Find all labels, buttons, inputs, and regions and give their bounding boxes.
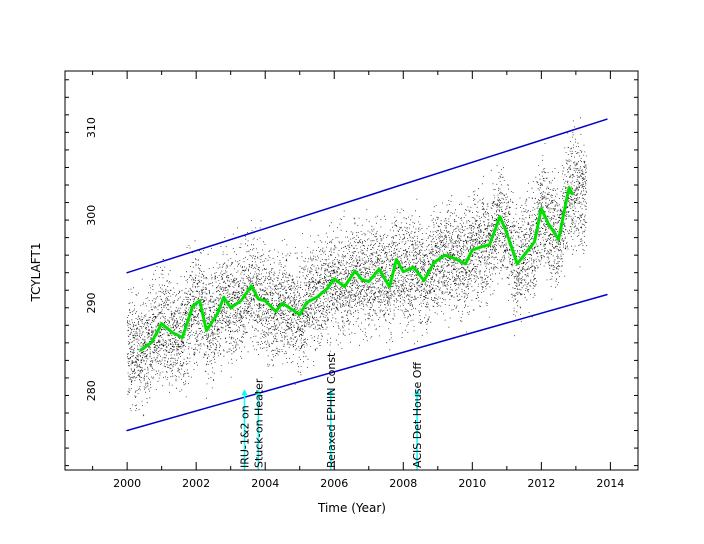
x-tick-label: 2008 (389, 477, 417, 490)
annotations: IRU-1&2 on Stuck-on Heater Relaxed EPHIN C… (238, 352, 424, 470)
plot-frame (64, 70, 639, 471)
x-axis-label: Time (Year) (317, 501, 386, 515)
y-tick-label: 310 (85, 117, 98, 138)
y-tick-label: 290 (85, 293, 98, 314)
series-lines (126, 118, 608, 432)
event-marker-arrow (241, 389, 248, 396)
event-label: IRU-1&2 on (238, 405, 251, 468)
event-label: Stuck-on Heater (252, 378, 265, 468)
x-tick-label: 2006 (320, 477, 348, 490)
x-tick-label: 2012 (527, 477, 555, 490)
envelope-line (126, 118, 608, 274)
event-marker-arrow (327, 389, 334, 396)
y-tick-label: 300 (85, 205, 98, 226)
tick-labels: 2000 2002 2004 2006 2008 2010 2012 2014 280 290 30… (85, 117, 624, 490)
event-label: Relaxed EPHIN Const (325, 352, 338, 468)
x-tick-label: 2014 (596, 477, 624, 490)
x-tick-label: 2002 (182, 477, 210, 490)
scatter-points (127, 117, 588, 417)
x-tick-label: 2010 (458, 477, 486, 490)
x-tick-label: 2004 (251, 477, 279, 490)
axis-ticks (65, 71, 638, 470)
envelope-line (126, 293, 608, 432)
event-marker-arrow (255, 389, 262, 396)
data-points (127, 117, 588, 417)
event-marker-arrow (414, 389, 421, 396)
x-tick-label: 2000 (113, 477, 141, 490)
event-label: ACIS Det House Off (411, 362, 424, 468)
y-tick-label: 280 (85, 380, 98, 401)
smoothed-trend-line (139, 186, 574, 352)
y-axis-label: TCYLAFT1 (29, 243, 43, 303)
